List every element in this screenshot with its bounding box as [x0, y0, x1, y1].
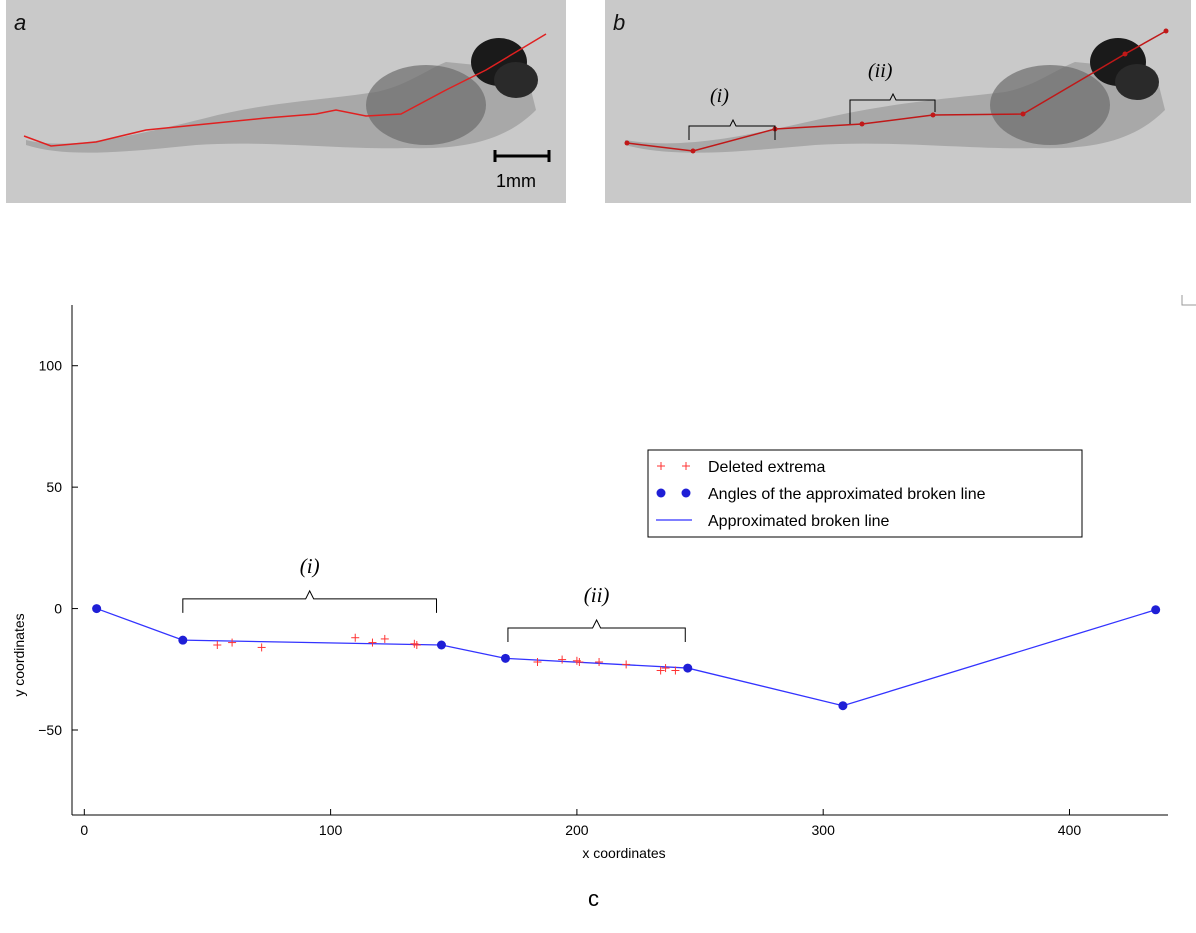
deleted-extremum-point [380, 634, 389, 643]
bracket-ii [849, 92, 936, 124]
angle-point [838, 701, 848, 711]
legend-marker [656, 488, 666, 498]
deleted-extremum-point [656, 666, 665, 675]
annotation-label: (i) [300, 554, 320, 578]
panel-caption-c: c [588, 886, 599, 911]
legend-entry: Angles of the approximated broken line [656, 486, 986, 503]
deleted-extremum-point [351, 633, 360, 642]
legend-label: Deleted extrema [708, 459, 825, 476]
panel-letter-a: a [14, 10, 27, 35]
deleted-extremum-point [533, 658, 542, 666]
deleted-extremum-point [558, 655, 567, 664]
angle-point [683, 663, 693, 673]
fish-centerline-trace [23, 33, 547, 147]
angles-series [92, 604, 1161, 711]
bracket-i [688, 118, 776, 140]
fish-image-panel-b: (i) (ii) b [605, 0, 1191, 203]
deleted-extremum-point [368, 638, 377, 647]
y-axis-label: y coordinates [11, 613, 27, 696]
axes: 0 100 200 300 400 100 50 0 −50 [38, 295, 1196, 838]
scale-label: 1mm [496, 171, 536, 191]
legend-marker [681, 488, 691, 498]
x-axis-label: x coordinates [582, 845, 665, 861]
broken-line-vertices [624, 28, 1169, 154]
fish-image-a: 1mm [23, 33, 551, 191]
bracket-ii-label: (ii) [868, 60, 893, 82]
deleted-extremum-point [412, 641, 421, 649]
legend-label: Angles of the approximated broken line [708, 486, 986, 503]
fish-body [625, 38, 1165, 153]
legend-entry: Approximated broken line [656, 513, 890, 530]
angle-point [500, 653, 510, 663]
deleted-extremum-point [661, 664, 670, 673]
legend-box [647, 449, 1083, 538]
fish-body [26, 38, 538, 153]
broken-line-path [96, 607, 1156, 707]
deleted-extremum-point [228, 638, 237, 647]
approximated-broken-line [96, 607, 1156, 707]
x-tick-label: 0 [80, 822, 88, 838]
deleted-extrema-series [213, 633, 680, 675]
annotation-bracket [182, 589, 438, 613]
broken-line-chart: 0 100 200 300 400 100 50 0 −50 (i) (ii) Deleted e… [11, 295, 1196, 861]
fish-image-b: (i) (ii) [624, 28, 1169, 154]
deleted-extremum-point [622, 660, 631, 669]
fish-image-panel-a: 1mm a [6, 0, 566, 203]
broken-line-trace [626, 30, 1167, 152]
x-tick-label: 300 [812, 822, 836, 838]
x-tick-label: 200 [565, 822, 589, 838]
annotation-bracket [507, 618, 686, 642]
angle-point [1151, 605, 1161, 615]
annotation-label: (ii) [584, 583, 610, 607]
x-tick-label: 400 [1058, 822, 1082, 838]
corner-mark [1181, 295, 1196, 306]
deleted-extremum-point [213, 641, 222, 649]
legend-entry: Deleted extrema [657, 459, 825, 476]
legend: Deleted extrema Angles of the approximate… [647, 449, 1083, 538]
angle-point [178, 635, 188, 645]
deleted-extremum-point [671, 666, 680, 675]
bracket-i-label: (i) [710, 85, 729, 107]
y-tick-label: 50 [46, 479, 62, 495]
panel-letter-b: b [613, 10, 626, 35]
annotations: (i) (ii) [182, 554, 686, 642]
legend-label: Approximated broken line [708, 513, 890, 530]
deleted-extremum-point [595, 658, 604, 666]
y-tick-label: 0 [54, 601, 62, 617]
x-tick-label: 100 [319, 822, 343, 838]
angle-point [92, 604, 102, 614]
y-tick-label: −50 [38, 722, 62, 738]
scale-bar [493, 150, 551, 162]
deleted-extremum-point [575, 658, 584, 666]
deleted-extremum-point [257, 643, 266, 652]
y-tick-label: 100 [39, 358, 63, 374]
angle-point [436, 640, 446, 650]
